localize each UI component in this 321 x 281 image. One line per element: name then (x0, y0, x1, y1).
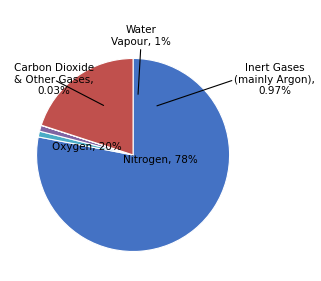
Text: Nitrogen, 78%: Nitrogen, 78% (123, 155, 197, 165)
Wedge shape (37, 58, 230, 251)
Wedge shape (41, 58, 133, 155)
Wedge shape (41, 125, 133, 155)
Wedge shape (39, 125, 133, 155)
Text: Inert Gases
(mainly Argon),
0.97%: Inert Gases (mainly Argon), 0.97% (234, 63, 315, 96)
Text: Oxygen, 20%: Oxygen, 20% (52, 142, 122, 152)
Text: Water
Vapour, 1%: Water Vapour, 1% (111, 25, 171, 47)
Wedge shape (38, 131, 133, 155)
Text: Carbon Dioxide
& Other Gases,
0.03%: Carbon Dioxide & Other Gases, 0.03% (14, 63, 94, 96)
